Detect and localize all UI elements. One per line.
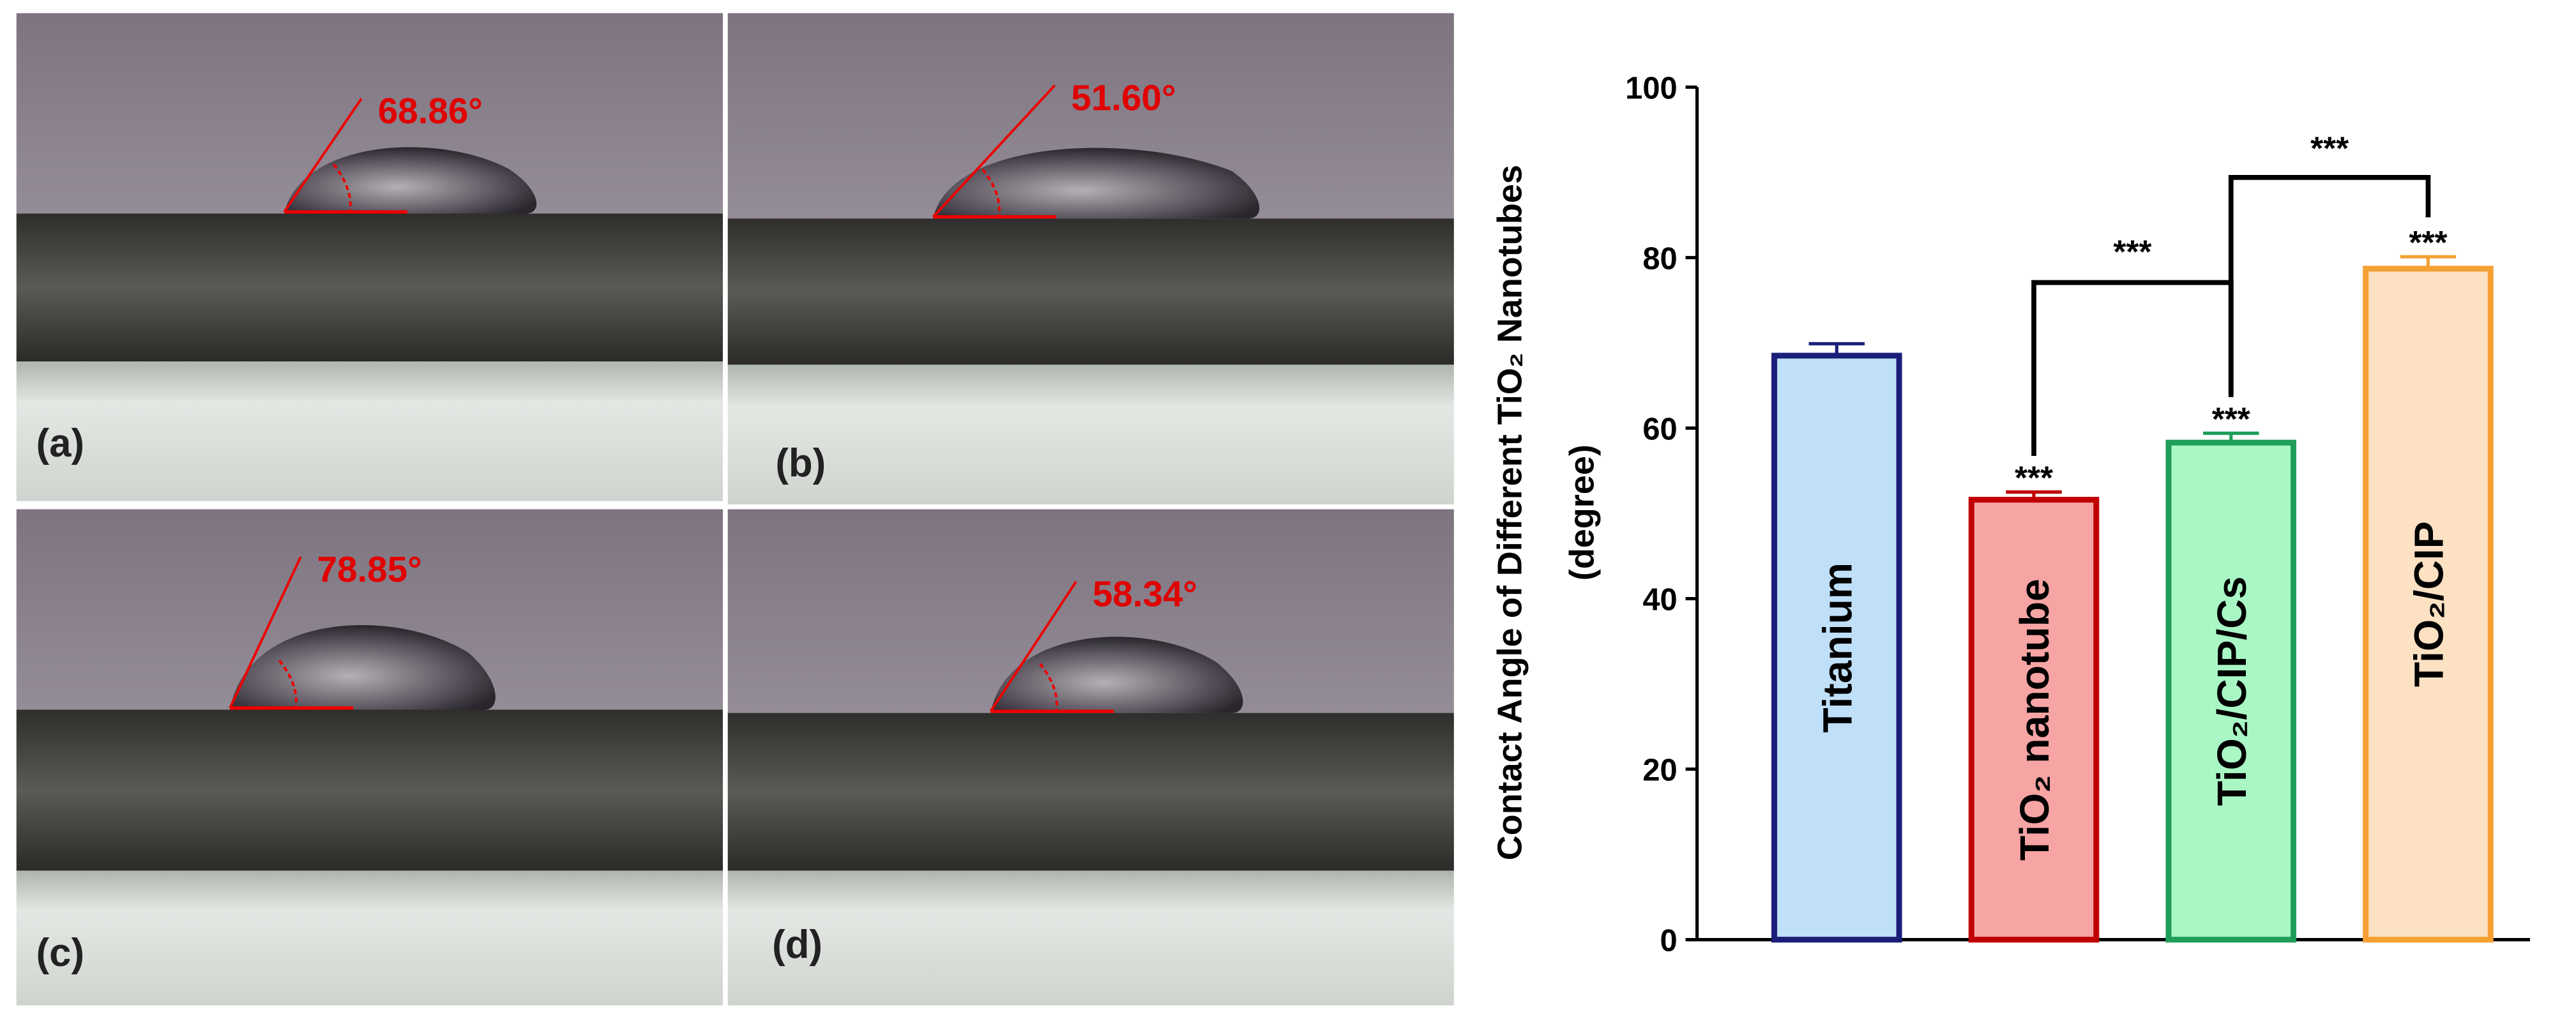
substrate — [727, 713, 1454, 871]
y-tick-label: 0 — [1660, 924, 1678, 958]
droplet — [230, 624, 496, 710]
y-tick-label: 80 — [1642, 241, 1677, 276]
comparison-label: *** — [2310, 130, 2349, 167]
y-tick-label: 20 — [1642, 753, 1677, 788]
panel-label: (d) — [772, 923, 822, 967]
angle-label: 68.86° — [378, 91, 483, 131]
bar — [2165, 439, 2296, 943]
tangent — [989, 580, 1077, 713]
y-axis-title: (degree) — [1563, 444, 1602, 580]
photo-panel: 51.60° (b) — [727, 13, 1454, 504]
photo-panel: 58.34° (d) — [727, 509, 1454, 1006]
comparison-bracket — [2228, 175, 2431, 397]
angle-label: 51.60° — [1071, 77, 1176, 117]
substrate — [727, 218, 1454, 365]
category-label: Titanium — [1814, 563, 1860, 733]
tangent — [229, 556, 302, 709]
substrate — [16, 213, 723, 362]
stage — [16, 870, 723, 1006]
droplet — [284, 147, 537, 214]
photo-panel: 78.85° (c) — [16, 509, 723, 1006]
tangent — [932, 84, 1056, 218]
significance: *** — [2015, 458, 2053, 495]
angle-label: 78.85° — [317, 549, 422, 589]
droplet — [933, 147, 1260, 219]
bar — [1771, 352, 1902, 943]
tangent — [283, 98, 363, 213]
comparison-bracket — [2031, 280, 2234, 457]
significance: *** — [2409, 223, 2447, 261]
panel-label: (a) — [36, 421, 84, 465]
stage — [727, 365, 1454, 504]
panel-label: (c) — [36, 931, 84, 975]
y-tick-label: 100 — [1625, 71, 1678, 105]
angle-arc — [981, 168, 1001, 217]
panel-label: (b) — [775, 441, 826, 485]
category-label: TiO₂/CIP/Cs — [2209, 577, 2255, 806]
angle-arc — [332, 163, 352, 213]
category-label: TiO₂ nanotube — [2012, 579, 2057, 861]
substrate — [16, 709, 723, 871]
photo-panel: 68.86° (a) — [16, 13, 723, 501]
angle-label: 58.34° — [1093, 573, 1197, 614]
category-label: TiO₂/CIP — [2406, 521, 2452, 687]
comparison-label: *** — [2113, 233, 2151, 270]
y-axis-title: Contact Angle of Different TiO₂ Nanotube… — [1490, 165, 1529, 860]
angle-arc — [1039, 663, 1058, 712]
stage — [727, 870, 1454, 1006]
bar — [1968, 497, 2100, 943]
bar — [2363, 266, 2494, 943]
stage — [16, 361, 723, 501]
y-tick-label: 40 — [1642, 583, 1677, 617]
y-tick-label: 60 — [1642, 412, 1677, 446]
significance: *** — [2212, 400, 2250, 437]
droplet — [990, 637, 1243, 713]
angle-arc — [278, 660, 298, 709]
